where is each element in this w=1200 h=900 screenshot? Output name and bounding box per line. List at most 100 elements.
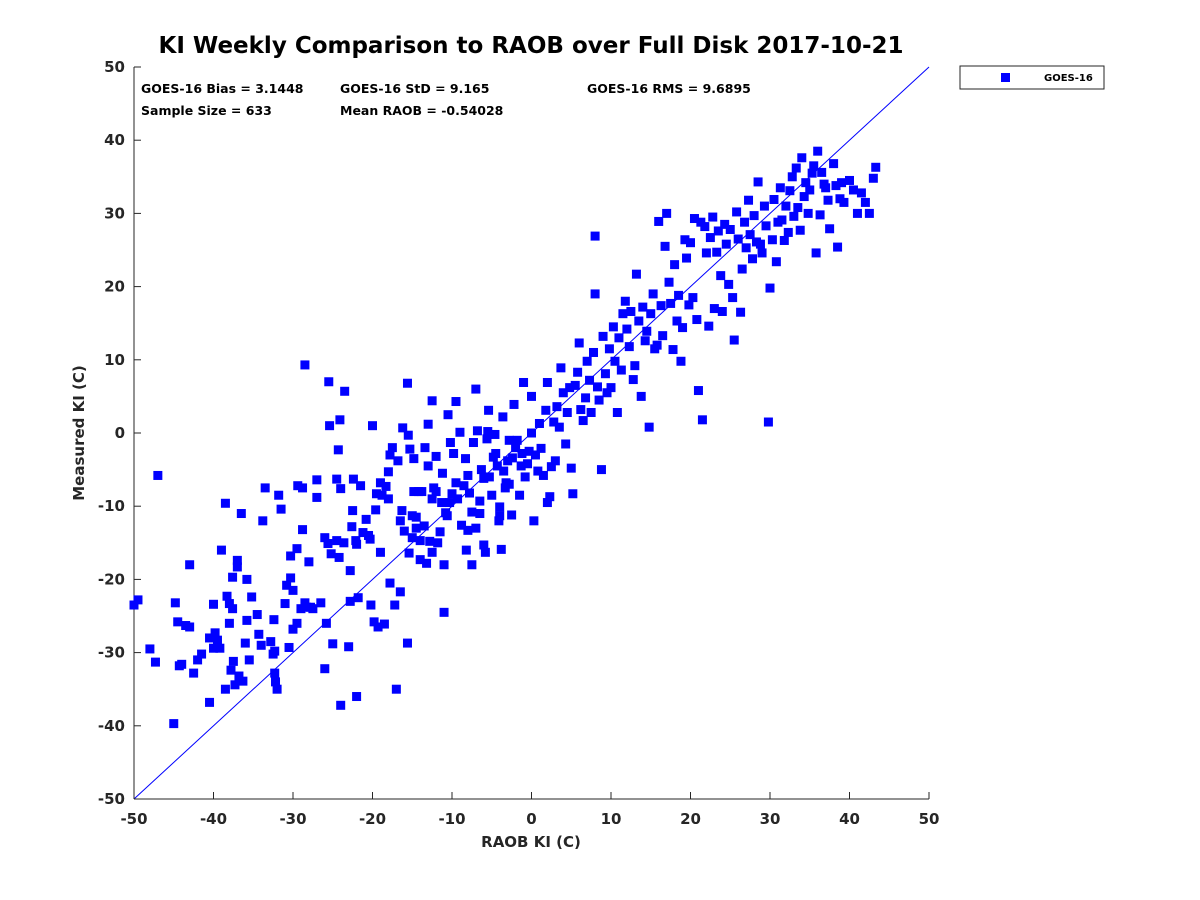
data-point xyxy=(185,560,195,570)
data-point xyxy=(471,523,481,533)
data-point xyxy=(680,235,690,245)
data-point xyxy=(404,548,414,558)
data-point xyxy=(573,367,583,377)
data-point xyxy=(761,221,771,231)
data-point xyxy=(724,279,734,289)
data-point xyxy=(427,396,437,406)
data-point xyxy=(581,393,591,403)
data-point xyxy=(606,383,616,393)
data-point xyxy=(536,443,546,453)
data-point xyxy=(439,607,449,617)
data-point xyxy=(445,438,455,448)
data-point xyxy=(674,290,684,300)
data-point xyxy=(232,562,242,572)
data-point xyxy=(791,163,801,173)
data-point xyxy=(280,599,290,609)
data-point xyxy=(554,422,564,432)
data-point xyxy=(646,309,656,319)
y-axis-ticks: -50 -40 -30 -20 -10 0 10 20 30 40 50 xyxy=(98,58,141,808)
data-point xyxy=(693,386,703,396)
data-point xyxy=(224,618,234,628)
data-point xyxy=(610,356,620,366)
data-point xyxy=(779,235,789,245)
data-point xyxy=(479,540,489,550)
data-point xyxy=(589,347,599,357)
data-point xyxy=(672,316,682,326)
data-point xyxy=(479,473,489,483)
data-point xyxy=(825,224,835,234)
data-point xyxy=(361,514,371,524)
chart-title: KI Weekly Comparison to RAOB over Full D… xyxy=(159,33,904,59)
data-point xyxy=(550,456,560,466)
data-point xyxy=(686,238,695,248)
data-point xyxy=(383,467,393,477)
data-point xyxy=(732,207,742,217)
data-point xyxy=(745,230,755,240)
data-point xyxy=(375,478,385,488)
data-point xyxy=(298,525,308,535)
x-tick-label: -30 xyxy=(279,810,306,828)
data-point xyxy=(753,177,763,187)
data-point xyxy=(266,637,276,647)
data-point xyxy=(377,490,387,500)
y-tick-label: 40 xyxy=(104,131,125,149)
data-point xyxy=(328,639,338,649)
data-point xyxy=(431,487,441,497)
data-point xyxy=(475,496,485,506)
data-point xyxy=(495,511,505,521)
data-point xyxy=(232,555,242,565)
data-point xyxy=(622,324,632,334)
data-point xyxy=(230,680,240,690)
data-point xyxy=(234,671,244,681)
data-point xyxy=(504,479,514,489)
data-point xyxy=(304,557,314,567)
stats-annotation: GOES-16 Bias = 3.1448 GOES-16 StD = 9.16… xyxy=(141,81,751,118)
data-point xyxy=(628,375,638,385)
data-point xyxy=(495,502,505,512)
data-point xyxy=(785,186,795,196)
data-point xyxy=(403,430,413,440)
data-point xyxy=(574,338,584,348)
data-point xyxy=(129,600,139,610)
data-point xyxy=(666,298,676,308)
data-point xyxy=(712,247,722,257)
data-point xyxy=(240,638,250,648)
data-point xyxy=(463,525,473,535)
data-point xyxy=(519,377,529,387)
data-point xyxy=(366,600,376,610)
data-point xyxy=(433,538,443,548)
data-point xyxy=(520,472,530,482)
data-point xyxy=(185,622,195,632)
data-point xyxy=(457,520,467,530)
data-point xyxy=(411,512,421,522)
y-tick-label: -20 xyxy=(98,570,125,588)
data-point xyxy=(447,489,457,499)
data-point xyxy=(244,655,254,665)
data-point xyxy=(549,417,559,427)
data-point xyxy=(335,415,345,425)
data-point xyxy=(533,466,543,476)
data-point xyxy=(379,619,389,629)
data-point xyxy=(352,692,362,702)
data-point xyxy=(771,257,781,267)
data-point xyxy=(373,622,383,632)
data-point xyxy=(781,201,791,211)
data-point xyxy=(744,195,754,205)
x-tick-label: -20 xyxy=(359,810,386,828)
data-point xyxy=(725,225,735,235)
data-points xyxy=(129,146,881,729)
data-point xyxy=(220,684,230,694)
data-point xyxy=(767,235,777,245)
data-point xyxy=(353,593,363,603)
data-point xyxy=(348,506,358,516)
data-point xyxy=(813,146,823,156)
data-point xyxy=(169,719,179,729)
data-point xyxy=(222,591,232,601)
data-point xyxy=(455,427,465,437)
data-point xyxy=(417,487,427,497)
data-point xyxy=(393,456,403,466)
data-point xyxy=(391,684,401,694)
data-point xyxy=(586,408,596,418)
data-point xyxy=(402,638,412,648)
